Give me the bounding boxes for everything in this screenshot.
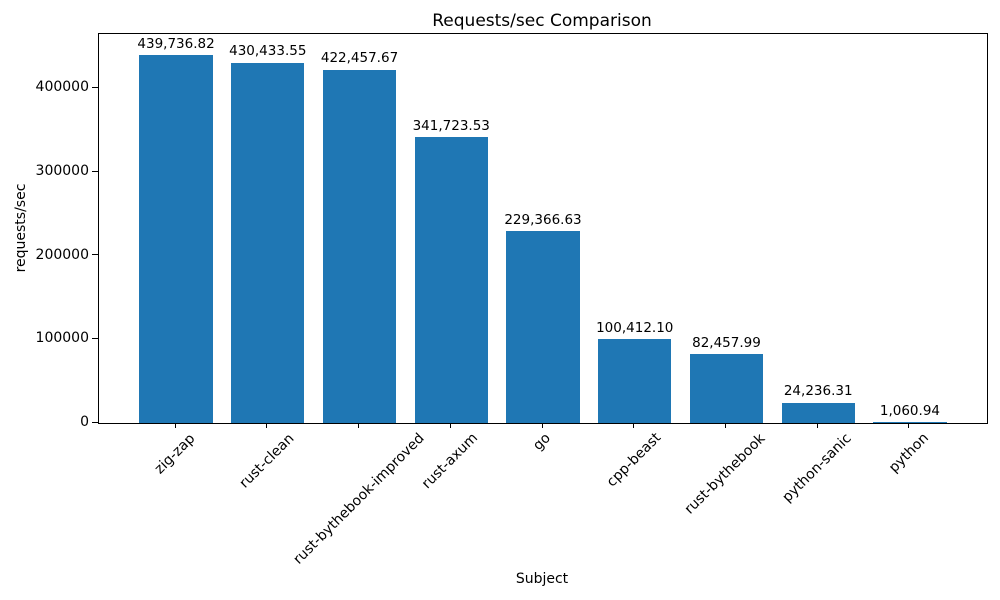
bar-rust-axum [414,137,488,423]
y-tick-mark [92,170,98,172]
bar-value-label: 229,366.63 [504,211,582,228]
chart-title: Requests/sec Comparison [432,11,652,31]
plot-area: 439,736.82 430,433.55 422,457.67 341,723.53… [98,33,988,424]
x-tick-label-rust-clean: rust-clean [236,430,298,492]
y-tick-label: 400000 [35,79,89,96]
x-tick-label-go: go [530,430,554,454]
x-tick-mark [174,423,176,428]
bar-rust-clean [231,62,305,423]
x-tick-mark [449,423,451,428]
x-tick-label-rust-bythebook: rust-bythebook [682,430,769,518]
x-tick-label-python-sanic: python-sanic [779,430,855,506]
x-tick-mark [724,423,726,428]
x-tick-mark [633,423,635,428]
bar-python-sanic [781,402,855,423]
bar-cpp-beast [598,339,672,423]
x-tick-label-rust-axum: rust-axum [419,430,482,493]
bar-value-label: 430,433.55 [229,43,307,60]
y-tick-label: 100000 [35,330,89,347]
y-tick-label: 200000 [35,246,89,263]
x-tick-mark [541,423,543,428]
bar-value-label: 100,412.10 [596,319,674,336]
x-axis-label: Subject [515,571,569,587]
x-tick-mark [816,423,818,428]
y-tick-mark [92,337,98,339]
bar-go [506,231,580,423]
y-tick-mark [92,254,98,256]
bar-value-label: 24,236.31 [783,383,853,400]
bar-zig-zap [139,55,213,423]
x-tick-label-zig-zap: zig-zap [151,430,199,477]
x-tick-label-python: python [885,430,932,477]
y-tick-label: 0 [80,414,89,430]
bar-value-label: 1,060.94 [879,402,940,419]
x-tick-mark [908,423,910,428]
bar-python [873,422,947,423]
x-tick-label-rust-bythebook-improved: rust-bythebook-improved [289,430,428,568]
bar-value-label: 82,457.99 [692,334,761,351]
bar-value-label: 422,457.67 [320,50,399,67]
bar-rust-bythebook-improved [322,69,397,423]
x-tick-label-cpp-beast: cpp-beast [603,430,664,491]
y-tick-label: 300000 [35,163,89,180]
bar-value-label: 439,736.82 [137,35,215,52]
bar-rust-bythebook [689,354,764,423]
x-tick-mark [358,423,360,428]
y-tick-mark [92,86,98,88]
y-tick-mark [92,421,98,423]
x-tick-mark [266,423,268,428]
bar-value-label: 341,723.53 [412,117,490,134]
